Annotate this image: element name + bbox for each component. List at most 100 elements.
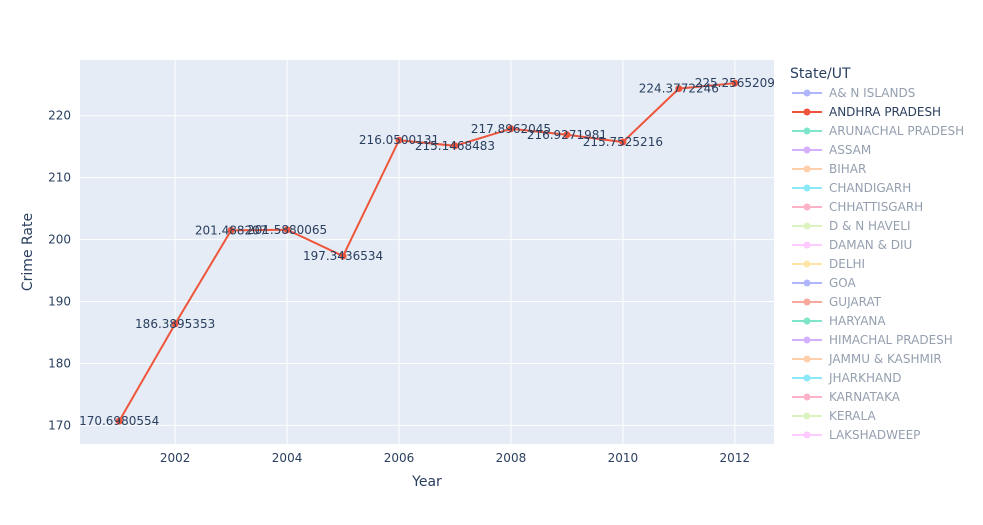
data-point[interactable] [115, 417, 123, 425]
data-label: 216.9271981 [527, 128, 607, 142]
legend-item[interactable]: HIMACHAL PRADESH [792, 333, 953, 347]
x-axis-ticks: 2002 2004 2006 2008 2010 2012 [160, 451, 750, 465]
data-point[interactable] [731, 79, 739, 87]
legend-marker-icon [803, 184, 811, 192]
legend-label: ARUNACHAL PRADESH [829, 124, 964, 138]
data-label: 201.488207 [195, 223, 268, 237]
data-point[interactable] [227, 226, 235, 234]
legend-marker-icon [803, 165, 811, 173]
legend-marker-icon [803, 355, 811, 363]
legend-item[interactable]: ANDHRA PRADESH [792, 105, 941, 119]
legend-marker-icon [803, 146, 811, 154]
data-label: 201.5880065 [247, 223, 327, 237]
legend-marker-icon [803, 279, 811, 287]
data-label: 225.2565209 [695, 76, 775, 90]
legend-label: ASSAM [829, 143, 871, 157]
data-point[interactable] [339, 252, 347, 260]
x-tick-label: 2002 [160, 451, 191, 465]
legend-item[interactable]: CHANDIGARH [792, 181, 911, 195]
x-tick-label: 2010 [608, 451, 639, 465]
y-tick-label: 210 [48, 171, 71, 185]
legend-label: KARNATAKA [829, 390, 901, 404]
legend-item[interactable]: DELHI [792, 257, 865, 271]
legend-label: LAKSHADWEEP [829, 428, 920, 442]
legend-item[interactable]: GOA [792, 276, 857, 290]
legend-marker-icon [803, 431, 811, 439]
legend-label: BIHAR [829, 162, 866, 176]
legend-item[interactable]: LAKSHADWEEP [792, 428, 920, 442]
legend-item[interactable]: CHHATTISGARH [792, 200, 923, 214]
legend-item[interactable]: HARYANA [792, 314, 886, 328]
legend-label: DAMAN & DIU [829, 238, 912, 252]
legend-label: ANDHRA PRADESH [829, 105, 941, 119]
legend-marker-icon [803, 393, 811, 401]
legend-label: GOA [829, 276, 857, 290]
legend-marker-icon [803, 127, 811, 135]
data-point[interactable] [283, 226, 291, 234]
legend-marker-icon [803, 203, 811, 211]
legend-item[interactable]: GUJARAT [792, 295, 882, 309]
legend-marker-icon [803, 298, 811, 306]
data-point[interactable] [619, 138, 627, 146]
legend-marker-icon [803, 108, 811, 116]
legend-marker-icon [803, 317, 811, 325]
legend[interactable]: State/UT A& N ISLANDS ANDHRA PRADESH ARUNA… [790, 66, 964, 442]
data-point[interactable] [563, 131, 571, 139]
y-tick-label: 200 [48, 233, 71, 247]
legend-label: KERALA [829, 409, 876, 423]
y-axis-title: Crime Rate [20, 213, 36, 291]
data-point[interactable] [395, 136, 403, 144]
legend-label: DELHI [829, 257, 865, 271]
series-group: 170.6980554 186.3895353 201.488207201.5880… [79, 76, 775, 428]
legend-label: JHARKHAND [828, 371, 901, 385]
y-tick-label: 180 [48, 356, 71, 370]
data-label: 224.3772246 [639, 82, 719, 96]
legend-marker-icon [803, 89, 811, 97]
legend-item[interactable]: ARUNACHAL PRADESH [792, 124, 964, 138]
legend-label: HARYANA [829, 314, 886, 328]
legend-label: GUJARAT [829, 295, 882, 309]
plot-background [80, 60, 774, 444]
legend-marker-icon [803, 222, 811, 230]
x-tick-label: 2004 [272, 451, 303, 465]
data-label: 217.8962045 [471, 122, 551, 136]
y-axis-ticks: 170 180 190 200 210 220 [48, 109, 71, 433]
legend-item[interactable]: D & N HAVELI [792, 219, 911, 233]
series-line [118, 82, 735, 422]
legend-item[interactable]: JHARKHAND [792, 371, 901, 385]
data-label: 186.3895353 [135, 317, 215, 331]
y-tick-label: 220 [48, 109, 71, 123]
legend-label: CHHATTISGARH [829, 200, 923, 214]
legend-item[interactable]: BIHAR [792, 162, 866, 176]
data-point[interactable] [171, 320, 179, 328]
legend-marker-icon [803, 260, 811, 268]
x-tick-label: 2012 [720, 451, 751, 465]
x-tick-label: 2008 [496, 451, 527, 465]
data-point[interactable] [675, 85, 683, 93]
legend-label: D & N HAVELI [829, 219, 911, 233]
data-label: 216.0500131 [359, 133, 439, 147]
legend-item[interactable]: KERALA [792, 409, 876, 423]
legend-item[interactable]: KARNATAKA [792, 390, 901, 404]
legend-label: CHANDIGARH [829, 181, 911, 195]
legend-item[interactable]: A& N ISLANDS [792, 86, 915, 100]
legend-marker-icon [803, 241, 811, 249]
data-point[interactable] [507, 125, 515, 133]
legend-label: JAMMU & KASHMIR [828, 352, 942, 366]
legend-item[interactable]: ASSAM [792, 143, 871, 157]
x-axis-title: Year [411, 474, 442, 490]
data-label: 170.6980554 [79, 414, 159, 428]
legend-label: A& N ISLANDS [829, 86, 915, 100]
grid-lines [80, 60, 774, 444]
data-point[interactable] [451, 142, 459, 150]
legend-marker-icon [803, 336, 811, 344]
legend-marker-icon [803, 374, 811, 382]
x-tick-label: 2006 [384, 451, 415, 465]
y-tick-label: 170 [48, 418, 71, 432]
legend-label: HIMACHAL PRADESH [829, 333, 953, 347]
data-label: 215.7525216 [583, 135, 663, 149]
legend-item[interactable]: JAMMU & KASHMIR [792, 352, 942, 366]
data-label: 197.3436534 [303, 249, 383, 263]
legend-item[interactable]: DAMAN & DIU [792, 238, 912, 252]
